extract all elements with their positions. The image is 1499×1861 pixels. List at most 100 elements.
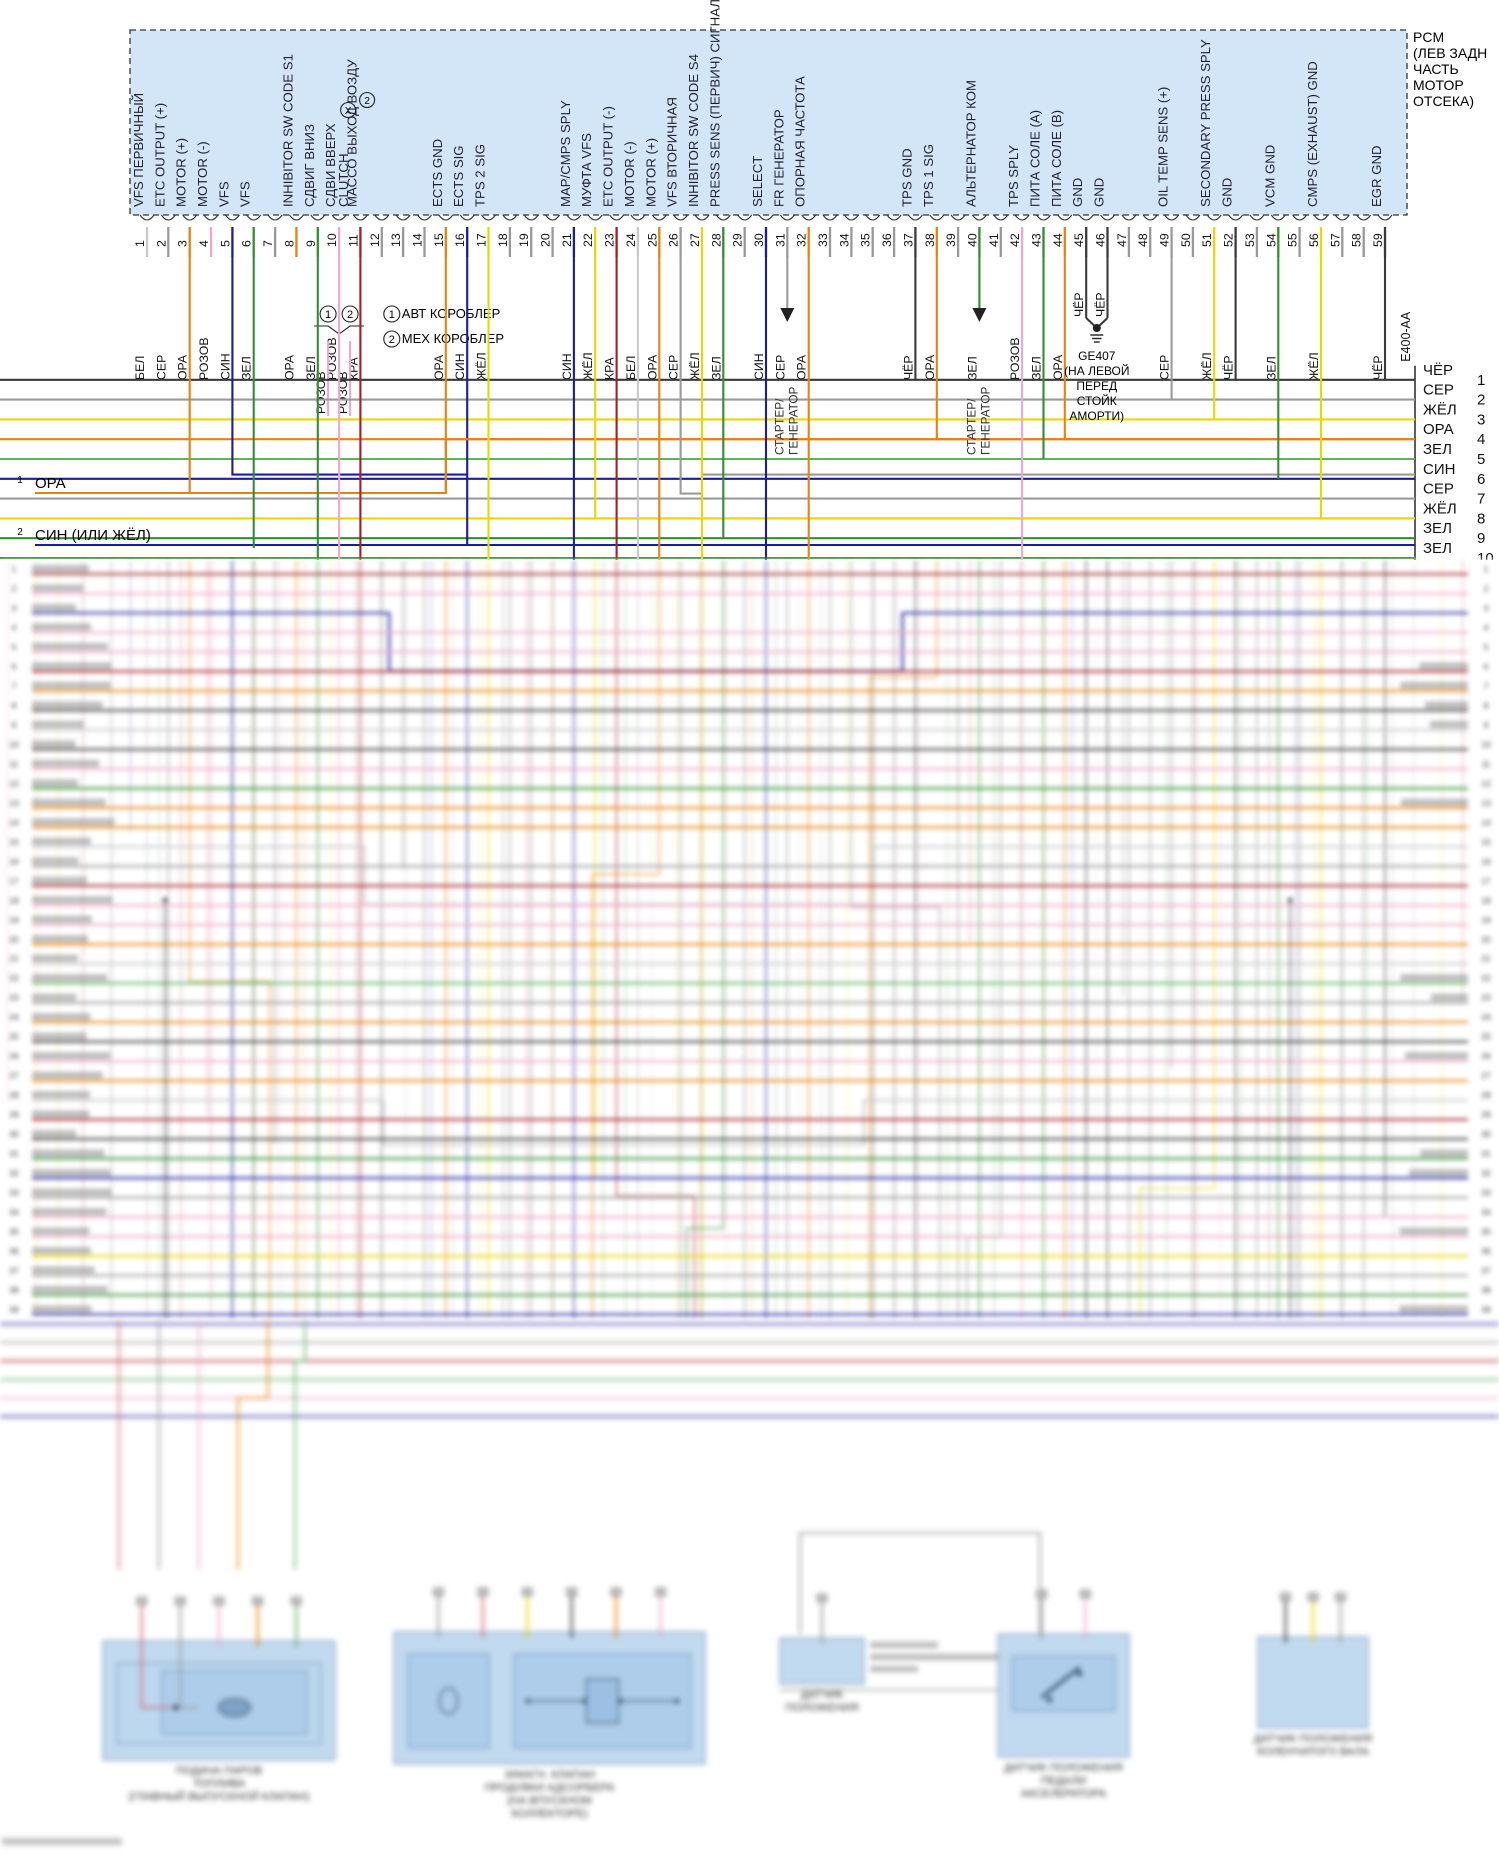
svg-text:MAP/CMPS SPLY: MAP/CMPS SPLY xyxy=(558,100,573,207)
svg-text:ЧЁР: ЧЁР xyxy=(1371,355,1385,380)
svg-text:ЗЕЛ: ЗЕЛ xyxy=(1423,520,1452,537)
svg-text:33: 33 xyxy=(9,1188,19,1198)
svg-text:PCM: PCM xyxy=(1413,29,1444,45)
svg-text:17: 17 xyxy=(1481,876,1491,886)
svg-text:ГЕНЕРАТОР: ГЕНЕРАТОР xyxy=(978,386,992,455)
svg-text:ДАТЧИК ПОЛОЖЕНИЯ: ДАТЧИК ПОЛОЖЕНИЯ xyxy=(1254,1733,1373,1745)
svg-text:РОЗОВ: РОЗОВ xyxy=(314,371,328,414)
svg-text:31: 31 xyxy=(773,233,787,247)
svg-text:СЕР: СЕР xyxy=(1423,481,1454,498)
svg-text:53: 53 xyxy=(1243,233,1257,247)
svg-text:15: 15 xyxy=(9,837,19,847)
svg-text:ДАТЧИК: ДАТЧИК xyxy=(801,1689,844,1701)
svg-text:7: 7 xyxy=(1477,491,1485,508)
svg-text:16: 16 xyxy=(453,233,467,247)
svg-text:18: 18 xyxy=(9,895,19,905)
svg-text:АМОРТИ): АМОРТИ) xyxy=(1069,409,1124,423)
svg-text:ETC OUTPUT (-): ETC OUTPUT (-) xyxy=(601,106,616,207)
svg-text:20: 20 xyxy=(539,233,553,247)
svg-text:29: 29 xyxy=(9,1110,19,1120)
svg-text:ECTS SIG: ECTS SIG xyxy=(451,145,466,207)
svg-text:8: 8 xyxy=(1484,700,1489,710)
svg-text:ЗЕЛ: ЗЕЛ xyxy=(1030,356,1044,380)
svg-text:37: 37 xyxy=(9,1266,19,1276)
svg-text:SECONDARY PRESS SPLY: SECONDARY PRESS SPLY xyxy=(1198,39,1213,207)
svg-text:ECTS GND: ECTS GND xyxy=(430,139,445,207)
svg-text:ПИТА СОЛЕ (А): ПИТА СОЛЕ (А) xyxy=(1028,110,1043,207)
svg-text:39: 39 xyxy=(1481,1305,1491,1315)
svg-text:32: 32 xyxy=(9,1168,19,1178)
svg-text:11: 11 xyxy=(346,234,360,247)
svg-text:2: 2 xyxy=(154,240,168,247)
svg-text:44: 44 xyxy=(1051,233,1065,247)
svg-text:32: 32 xyxy=(795,233,809,247)
svg-text:ЖЁЛ: ЖЁЛ xyxy=(1423,500,1457,517)
svg-text:1: 1 xyxy=(1477,372,1485,389)
svg-text:7: 7 xyxy=(261,240,275,247)
svg-text:АЛЬТЕРНАТОР КОМ: АЛЬТЕРНАТОР КОМ xyxy=(963,80,978,207)
svg-text:20: 20 xyxy=(1481,934,1491,944)
svg-text:2: 2 xyxy=(364,96,370,107)
svg-text:39: 39 xyxy=(9,1305,19,1315)
svg-text:СЕР: СЕР xyxy=(667,355,681,380)
svg-text:40: 40 xyxy=(965,233,979,247)
svg-text:1: 1 xyxy=(325,309,331,321)
svg-text:12: 12 xyxy=(368,233,382,247)
svg-text:CMPS (EXHAUST) GND: CMPS (EXHAUST) GND xyxy=(1305,61,1320,207)
svg-text:TPS GND: TPS GND xyxy=(899,148,914,207)
svg-text:2: 2 xyxy=(17,527,23,538)
svg-text:GND: GND xyxy=(1220,178,1235,207)
svg-text:59: 59 xyxy=(1371,233,1385,247)
svg-text:МОТОР: МОТОР xyxy=(1413,77,1464,93)
svg-text:30: 30 xyxy=(9,1129,19,1139)
svg-text:ЧЁР: ЧЁР xyxy=(1072,292,1086,317)
svg-text:ЗЕЛ: ЗЕЛ xyxy=(965,356,979,380)
svg-text:5: 5 xyxy=(1477,451,1485,468)
svg-text:ПИТА СОЛЕ (B): ПИТА СОЛЕ (B) xyxy=(1049,110,1064,207)
svg-text:55: 55 xyxy=(1286,233,1300,247)
svg-text:6: 6 xyxy=(1477,471,1485,488)
svg-text:4: 4 xyxy=(12,623,17,633)
svg-text:ОРА: ОРА xyxy=(795,354,809,380)
svg-text:(НА ВПУСКНОМ: (НА ВПУСКНОМ xyxy=(507,1795,591,1807)
svg-text:13: 13 xyxy=(9,798,19,808)
svg-text:36: 36 xyxy=(880,233,894,247)
svg-text:35: 35 xyxy=(859,233,873,247)
svg-text:6: 6 xyxy=(12,661,17,671)
svg-text:22: 22 xyxy=(581,233,595,247)
svg-text:36: 36 xyxy=(1481,1246,1491,1256)
svg-text:ПОДАЧА ПАРОВ: ПОДАЧА ПАРОВ xyxy=(176,1765,262,1777)
svg-text:56: 56 xyxy=(1307,233,1321,247)
svg-text:1: 1 xyxy=(389,309,395,321)
svg-text:27: 27 xyxy=(688,233,702,247)
svg-text:КОЛЛЕКТОРЕ): КОЛЛЕКТОРЕ) xyxy=(511,1808,587,1820)
svg-text:9: 9 xyxy=(304,240,318,247)
svg-text:ОТСЕКА): ОТСЕКА) xyxy=(1413,93,1474,109)
svg-text:РОЗОВ: РОЗОВ xyxy=(197,337,211,380)
svg-text:1: 1 xyxy=(1484,564,1489,574)
svg-text:29: 29 xyxy=(731,233,745,247)
svg-text:30: 30 xyxy=(1481,1129,1491,1139)
svg-text:TPS SPLY: TPS SPLY xyxy=(1006,145,1021,207)
svg-text:38: 38 xyxy=(923,233,937,247)
svg-text:21: 21 xyxy=(560,233,574,247)
svg-text:5: 5 xyxy=(1484,642,1489,652)
svg-text:ЧАСТЬ: ЧАСТЬ xyxy=(1413,61,1459,77)
svg-text:28: 28 xyxy=(1481,1090,1491,1100)
svg-text:11: 11 xyxy=(10,759,19,769)
svg-text:27: 27 xyxy=(9,1071,19,1081)
svg-text:8: 8 xyxy=(282,240,296,247)
svg-text:GND: GND xyxy=(1070,178,1085,207)
svg-text:СЕР: СЕР xyxy=(1423,382,1454,399)
svg-text:ДАТЧИК ПОЛОЖЕНИЯ: ДАТЧИК ПОЛОЖЕНИЯ xyxy=(1004,1762,1123,1774)
svg-text:10: 10 xyxy=(9,739,19,749)
svg-text:ЖЁЛ: ЖЁЛ xyxy=(475,352,489,380)
svg-text:16: 16 xyxy=(1481,856,1491,866)
svg-text:ОРА: ОРА xyxy=(282,354,296,380)
svg-text:35: 35 xyxy=(1481,1227,1491,1237)
svg-text:27: 27 xyxy=(1481,1071,1491,1081)
svg-text:OIL TEMP SENS (+): OIL TEMP SENS (+) xyxy=(1156,87,1171,207)
svg-text:26: 26 xyxy=(1481,1051,1491,1061)
svg-text:SELECT: SELECT xyxy=(750,156,765,207)
svg-text:СЕР: СЕР xyxy=(154,355,168,380)
